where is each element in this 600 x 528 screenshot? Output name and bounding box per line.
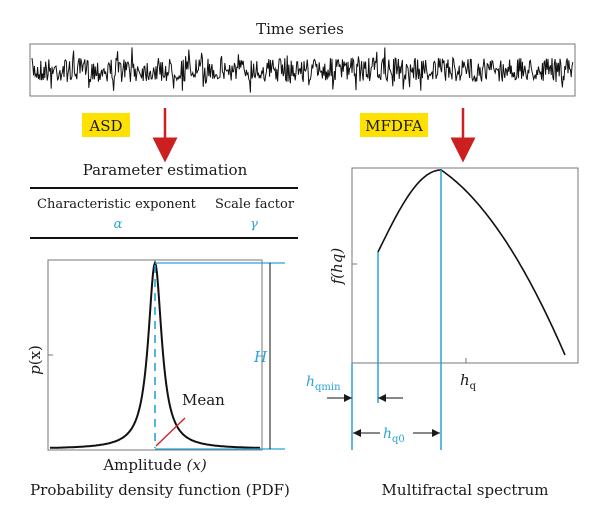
col1-label: Characteristic exponent (37, 197, 197, 212)
hq0-h: h (383, 426, 392, 442)
time-series-signal (31, 47, 574, 93)
pdf-ylabel-var: (x) (26, 345, 44, 365)
time-series-box (29, 43, 576, 97)
hqmin-label: hqmin (306, 374, 341, 393)
pdf-ylabel-main: p (26, 365, 44, 375)
spectrum-curve (377, 169, 566, 356)
spectrum-xlabel: hq (460, 371, 477, 392)
mfdfa-badge (360, 113, 428, 137)
pdf-xlabel-var: (x) (187, 456, 207, 474)
peak-height-label: H (253, 348, 268, 366)
hq0-sub: q0 (392, 434, 405, 445)
mean-pointer (155, 417, 186, 447)
pdf-xlabel-main: Amplitude (102, 456, 182, 474)
pdf-xlabel: Amplitude (x) (102, 456, 207, 474)
gamma-symbol: γ (250, 217, 258, 232)
svg-text:p(x): p(x) (26, 345, 44, 375)
mfdfa-badge-label: MFDFA (365, 117, 423, 135)
spectrum-ylabel: f(hq) (328, 248, 346, 286)
pdf-ylabel: p(x) (26, 345, 44, 375)
pdf-caption: Probability density function (PDF) (30, 481, 290, 499)
spectrum-xlabel-sub: q (470, 381, 477, 392)
hqmin-h: h (306, 374, 315, 390)
hq0-label: hq0 (383, 426, 405, 445)
parameter-table-title: Parameter estimation (83, 161, 248, 179)
alpha-symbol: α (114, 217, 123, 232)
asd-badge-label: ASD (88, 117, 122, 135)
asd-badge (82, 113, 130, 137)
time-series-title: Time series (256, 20, 344, 38)
spectrum-plot-frame (351, 167, 579, 364)
spectrum-ylabel-text: f(hq) (328, 248, 346, 286)
col2-label: Scale factor (215, 197, 295, 212)
hqmin-sub: qmin (315, 382, 341, 393)
spectrum-xlabel-h: h (460, 371, 470, 389)
mean-label: Mean (182, 391, 225, 409)
spectrum-caption: Multifractal spectrum (382, 481, 549, 499)
